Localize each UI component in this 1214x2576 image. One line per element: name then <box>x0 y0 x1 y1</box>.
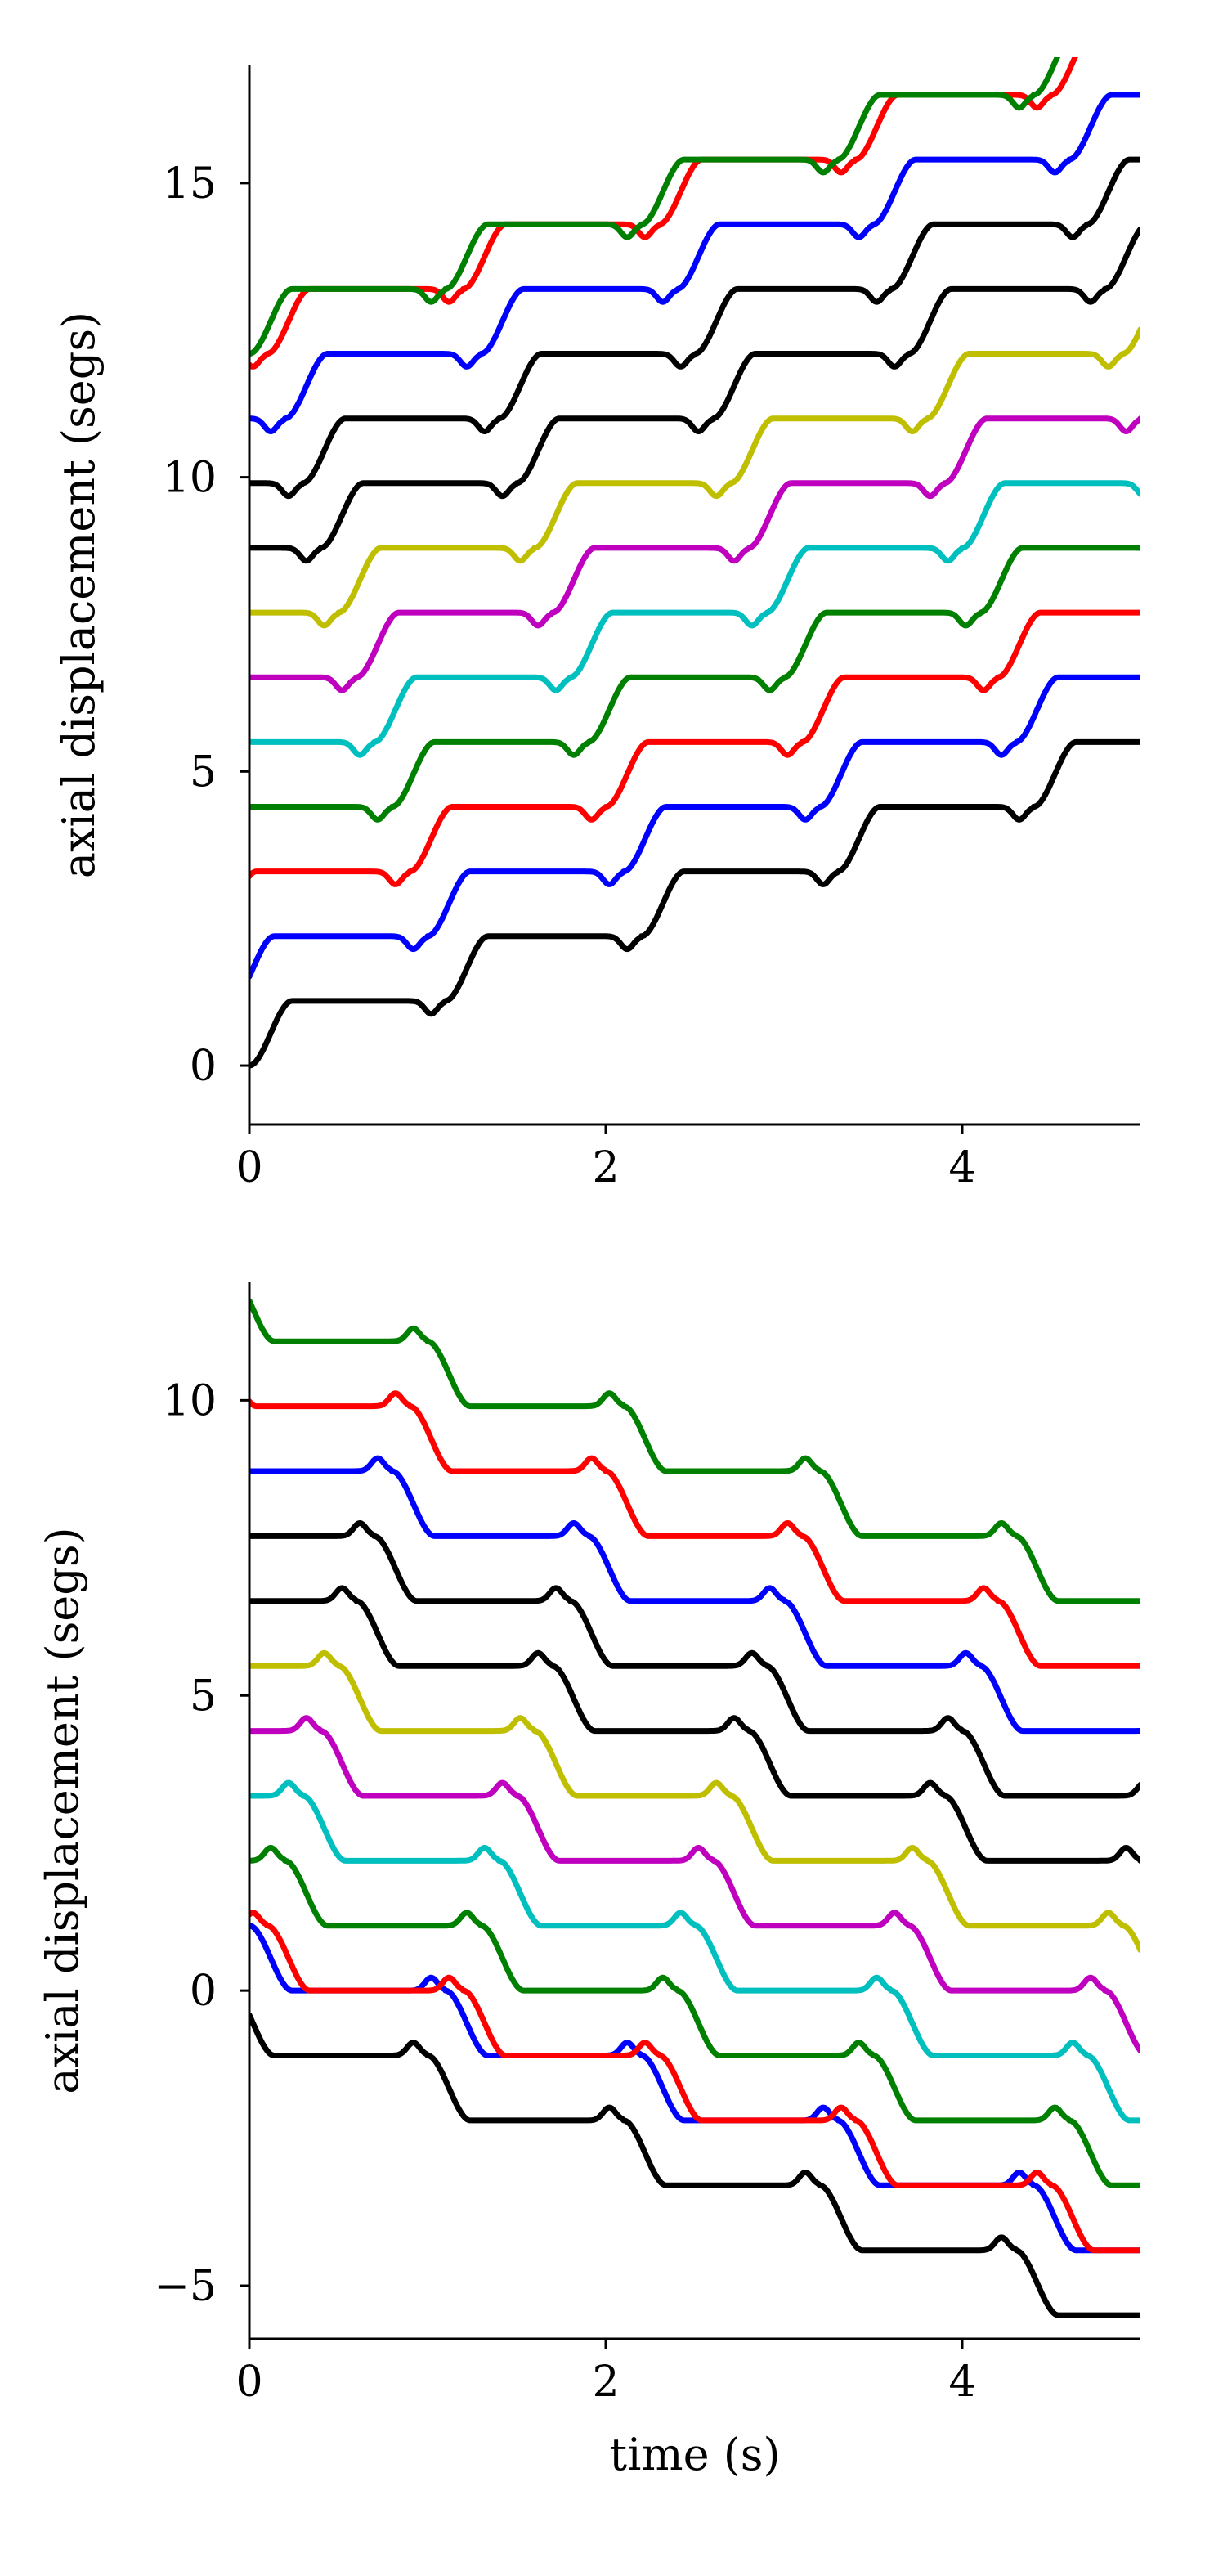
series-line-6 <box>249 326 1140 629</box>
y-tick-label: 5 <box>190 747 217 797</box>
y-tick-label: 10 <box>163 454 217 503</box>
series-line-3 <box>249 1845 1140 2188</box>
y-axis-label: axial displacement (segs) <box>53 312 105 878</box>
series-group <box>249 57 1140 1069</box>
series-line-4 <box>249 480 1140 758</box>
series-line-9 <box>249 92 1140 434</box>
y-tick-label: 5 <box>190 1672 217 1721</box>
x-tick-label: 4 <box>948 2358 975 2407</box>
y-tick-label: 0 <box>190 1042 217 1091</box>
series-line-10 <box>249 57 1078 370</box>
series-line-8 <box>249 1520 1140 1799</box>
series-line-2 <box>249 609 1140 887</box>
y-axis-label: axial displacement (segs) <box>37 1527 88 2094</box>
series-line-0 <box>249 2012 1140 2318</box>
y-tick-label: 0 <box>190 1967 217 2016</box>
y-tick-label: 10 <box>163 1376 217 1425</box>
bottom-panel: 0 2 4 −5 0 5 10 axial displacement (segs) time (… <box>37 1282 1140 2480</box>
series-line-7 <box>249 1585 1140 1864</box>
series-line-1 <box>249 1923 1140 2254</box>
series-line-5 <box>249 415 1140 693</box>
series-line-11 <box>249 1298 1140 1604</box>
series-line-1 <box>249 674 1140 980</box>
y-tick-label: 15 <box>163 159 217 209</box>
series-line-11 <box>249 57 1061 357</box>
series-line-9 <box>249 1455 1140 1735</box>
series-line-4 <box>249 1779 1140 2124</box>
x-tick-label: 2 <box>592 1143 619 1192</box>
series-line-10 <box>249 1390 1140 1669</box>
series-group <box>249 1298 1140 2318</box>
series-line-5 <box>249 1715 1140 2054</box>
series-line-8 <box>249 156 1140 500</box>
x-tick-label: 0 <box>235 2358 262 2407</box>
y-tick-label: −5 <box>154 2262 217 2311</box>
series-line-0 <box>249 738 1140 1069</box>
series-line-7 <box>249 226 1140 564</box>
top-panel: 0 2 4 0 5 10 15 axial displacement (segs) <box>53 57 1140 1192</box>
x-tick-label: 4 <box>948 1143 975 1192</box>
series-line-3 <box>249 545 1140 823</box>
x-axis-label: time (s) <box>609 2429 780 2480</box>
x-tick-label: 0 <box>235 1143 262 1192</box>
series-line-2 <box>249 1910 1140 2254</box>
x-tick-label: 2 <box>592 2358 619 2407</box>
series-line-6 <box>249 1649 1140 1954</box>
